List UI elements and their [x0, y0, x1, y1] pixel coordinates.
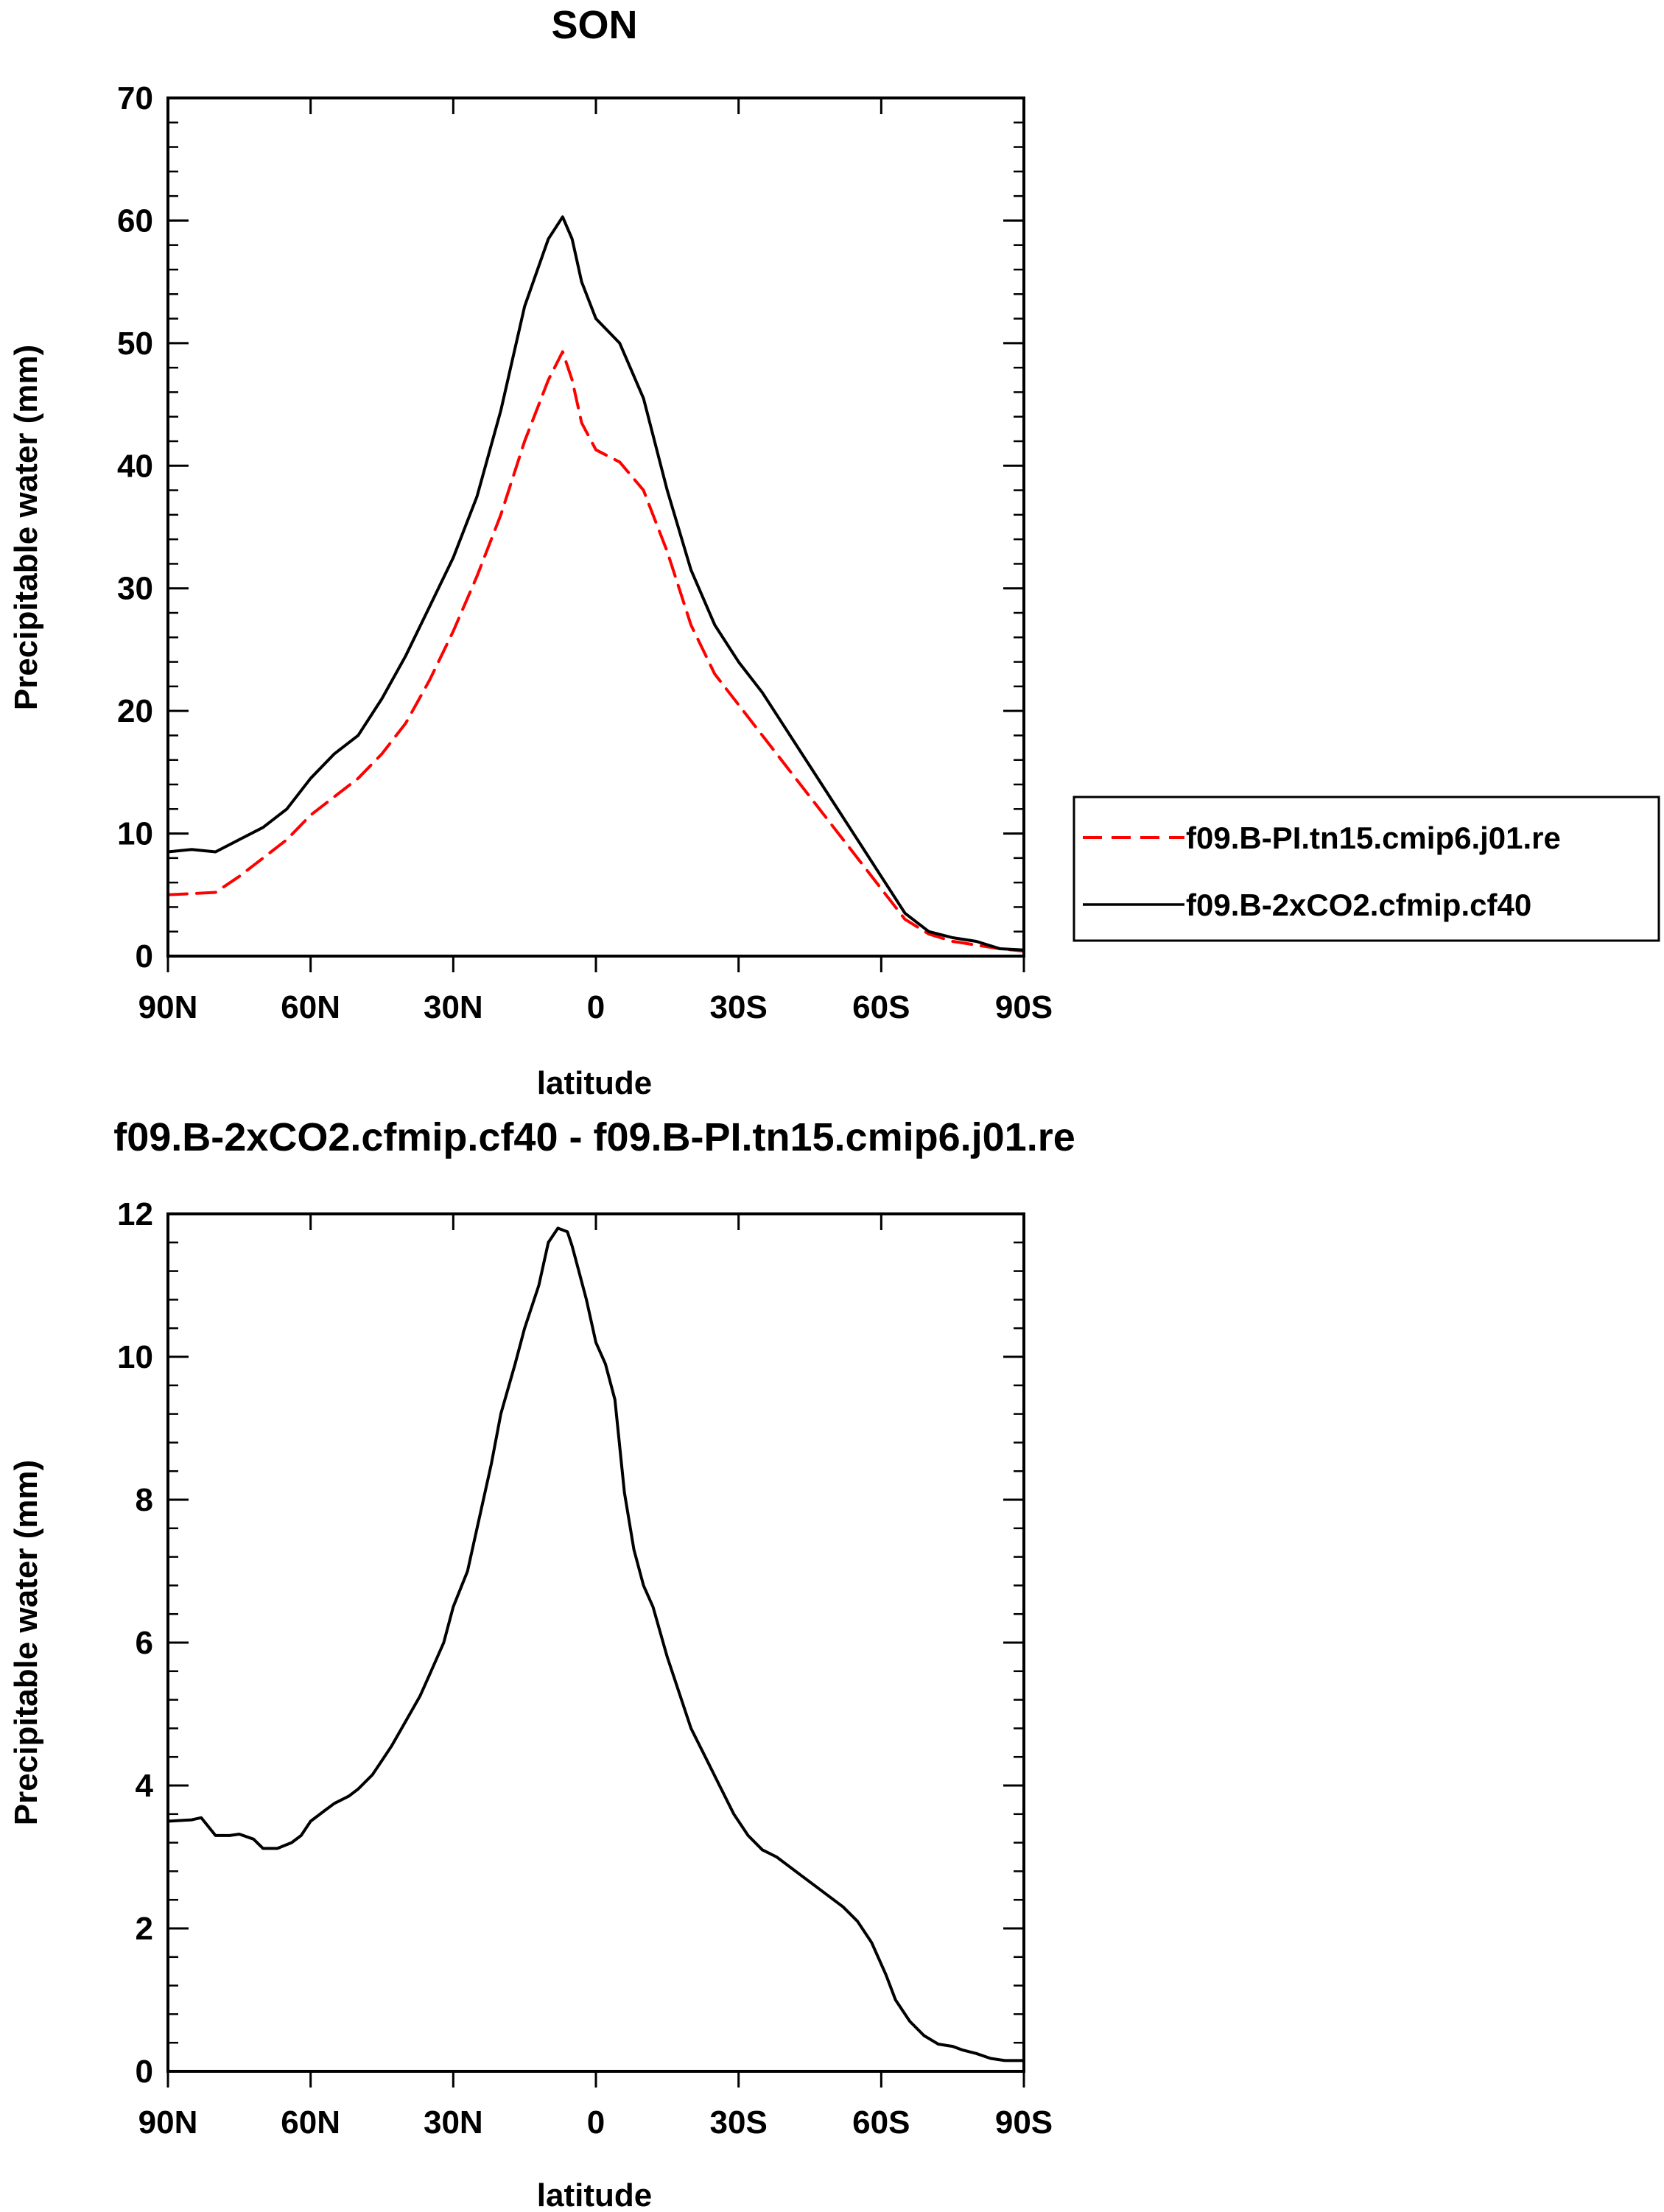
- top-y-tick-label: 40: [117, 448, 153, 484]
- bottom-x-tick-label: 30N: [424, 2104, 483, 2141]
- bottom-y-tick-label: 6: [136, 1625, 153, 1661]
- top-x-tick-label: 60N: [281, 989, 340, 1025]
- top-series-line-0: [166, 350, 1025, 953]
- top-y-tick-label: 50: [117, 326, 153, 362]
- top-panel: SON 0 10 20 30 40 50 60 70 90N 60N 30N 0 30S 60S 90S l…: [8, 3, 1053, 1101]
- bottom-x-tick-label: 0: [587, 2104, 605, 2141]
- bottom-x-tick-label: 30S: [710, 2104, 768, 2141]
- bottom-chart-title: f09.B-2xCO2.cfmip.cf40 - f09.B-PI.tn15.c…: [113, 1115, 1075, 1159]
- bottom-tick-labels: 0 2 4 6 8 10 12 90N 60N 30N 0 30S 60S 90S: [117, 1196, 1053, 2141]
- bottom-y-tick-label: 10: [117, 1339, 153, 1375]
- bottom-x-tick-label: 60S: [852, 2104, 910, 2141]
- bottom-y-tick-label: 4: [136, 1768, 154, 1804]
- top-series-group: [166, 215, 1025, 953]
- bottom-y-tick-label: 12: [117, 1196, 153, 1232]
- bottom-plot-frame: [166, 1212, 1025, 2073]
- bottom-y-tick-label: 8: [136, 1482, 153, 1518]
- top-x-tick-label: 90S: [995, 989, 1053, 1025]
- top-x-tick-label: 30S: [710, 989, 768, 1025]
- top-x-tick-label: 0: [587, 989, 605, 1025]
- top-x-tick-label: 60S: [852, 989, 910, 1025]
- top-tick-labels: 0 10 20 30 40 50 60 70 90N 60N 30N 0 30S 60S 90S: [117, 80, 1053, 1025]
- bottom-x-axis-label: latitude: [537, 2177, 652, 2212]
- top-y-tick-label: 10: [117, 816, 153, 852]
- top-chart-title: SON: [551, 3, 637, 47]
- legend-box: [1073, 796, 1660, 942]
- top-x-axis-label: latitude: [537, 1065, 652, 1101]
- top-y-tick-label: 0: [136, 938, 153, 975]
- legend-label-pi: f09.B-PI.tn15.cmip6.j01.re: [1186, 821, 1561, 855]
- bottom-y-axis-label: Precipitable water (mm): [8, 1460, 44, 1825]
- top-plot-frame: [166, 96, 1025, 958]
- legend-label-2xco2: f09.B-2xCO2.cfmip.cf40: [1186, 888, 1531, 922]
- top-y-tick-label: 20: [117, 693, 153, 729]
- bottom-y-tick-label: 2: [136, 1911, 153, 1947]
- bottom-series-line-0: [166, 1226, 1025, 2062]
- top-x-tick-label: 90N: [138, 989, 198, 1025]
- top-y-tick-label: 70: [117, 80, 153, 116]
- top-y-tick-label: 60: [117, 203, 153, 239]
- top-series-line-1: [166, 215, 1025, 952]
- legend: f09.B-PI.tn15.cmip6.j01.re f09.B-2xCO2.c…: [1073, 796, 1660, 942]
- bottom-x-tick-label: 90N: [138, 2104, 198, 2141]
- bottom-y-tick-label: 0: [136, 2054, 153, 2090]
- top-y-axis-label: Precipitable water (mm): [8, 345, 44, 710]
- top-x-tick-label: 30N: [424, 989, 483, 1025]
- top-y-tick-label: 30: [117, 571, 153, 607]
- top-tick-marks: [166, 96, 1025, 972]
- bottom-series-group: [166, 1226, 1025, 2062]
- bottom-x-tick-label: 60N: [281, 2104, 340, 2141]
- bottom-panel: f09.B-2xCO2.cfmip.cf40 - f09.B-PI.tn15.c…: [8, 1115, 1075, 2212]
- bottom-x-tick-label: 90S: [995, 2104, 1053, 2141]
